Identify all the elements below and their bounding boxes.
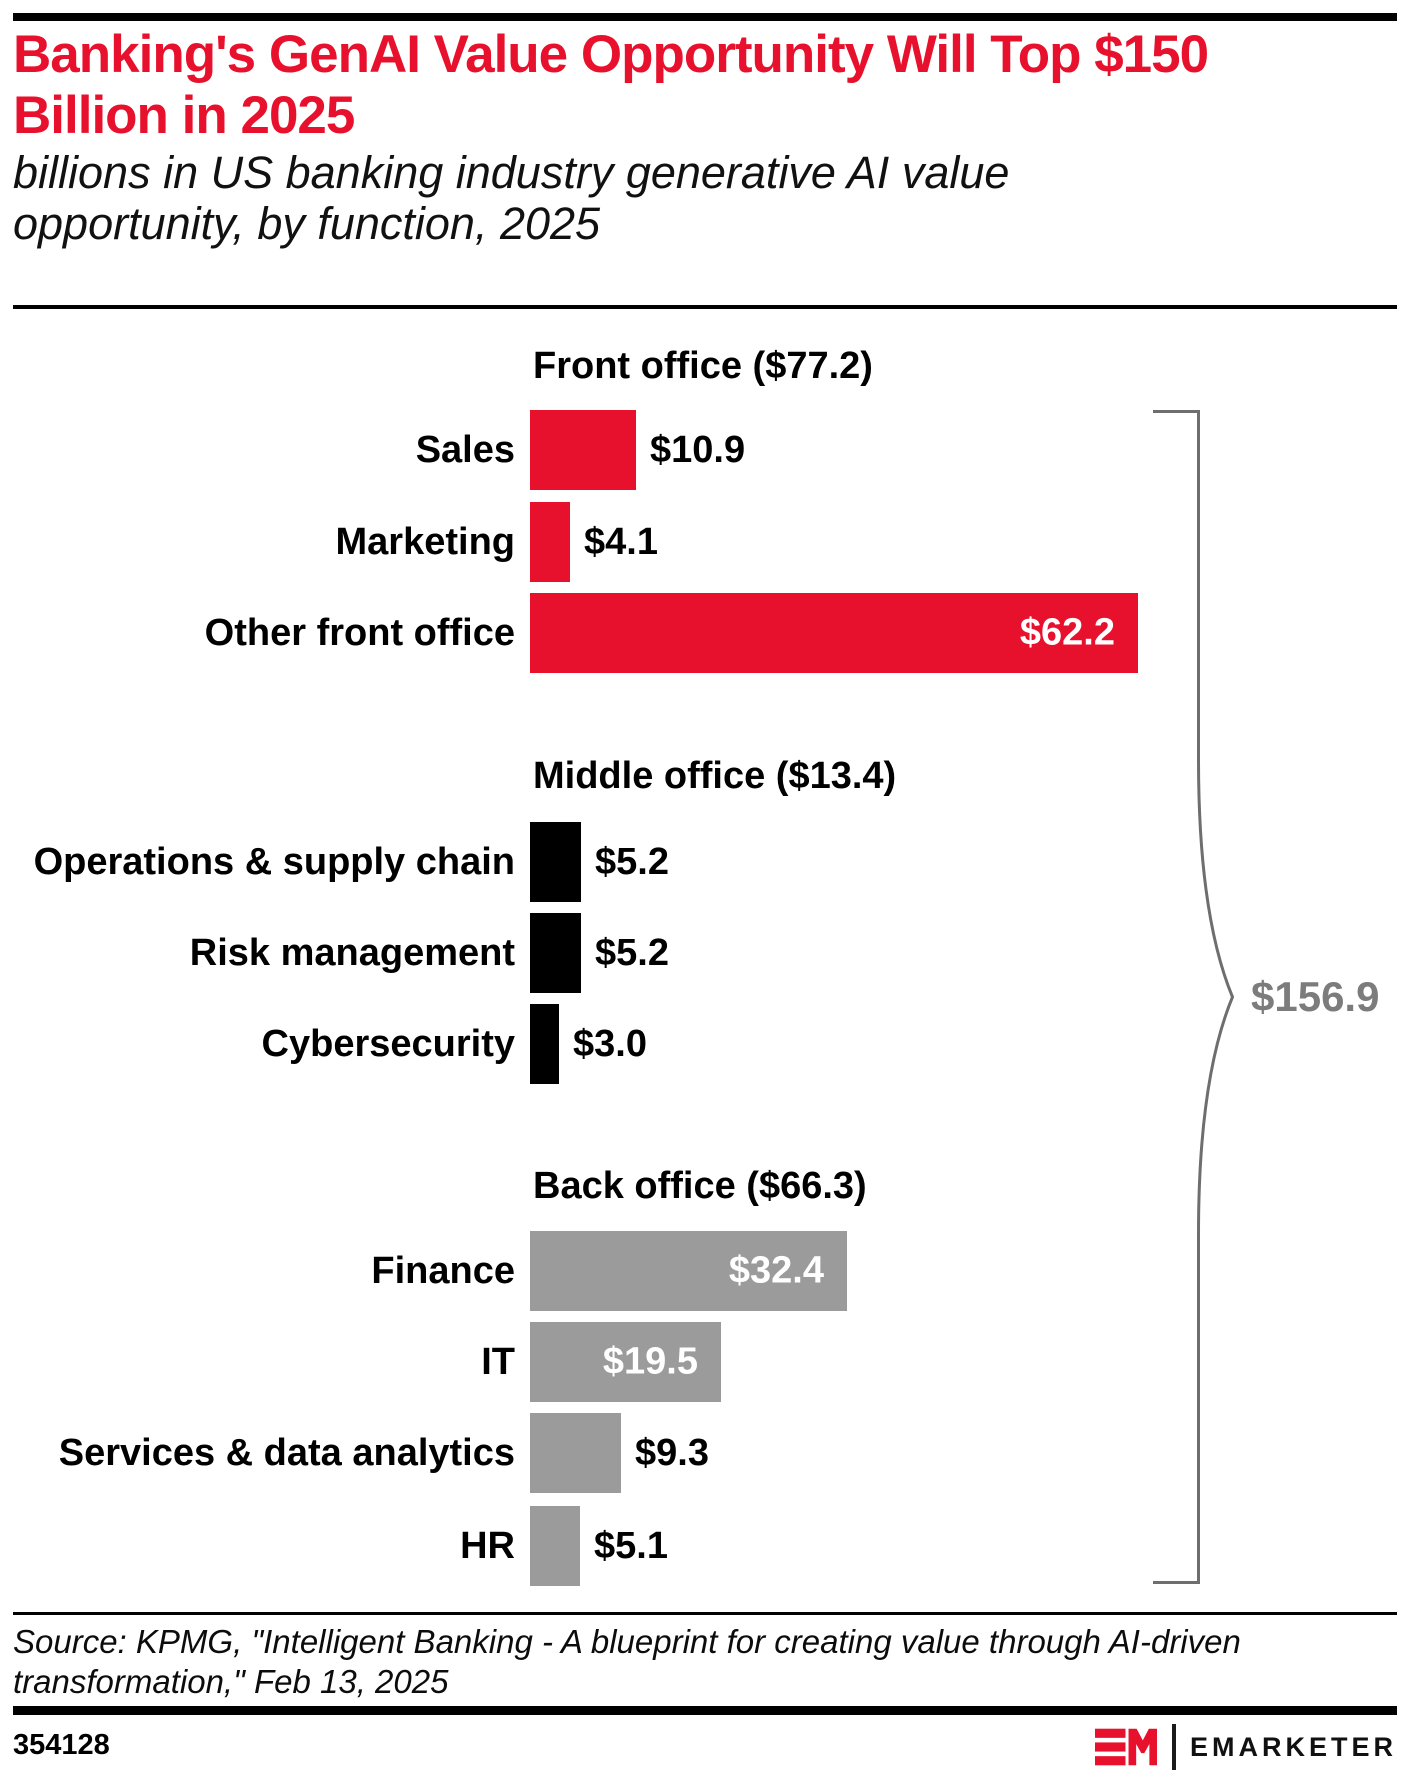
row-services-data-analytics: Services & data analytics $9.3 [0,1413,709,1493]
footer-divider-rule [13,1612,1397,1615]
category-label: Operations & supply chain [33,840,515,883]
value-label: $10.9 [650,428,746,471]
value-label: $9.3 [635,1431,709,1474]
value-label-inside: $19.5 [602,1340,698,1383]
sales-bar [530,410,636,490]
top-rule [13,13,1397,21]
cybersecurity-bar [530,1004,559,1084]
chart-title-line-2: Billion in 2025 [13,86,355,145]
value-label-inside: $32.4 [728,1249,824,1292]
services-data-analytics-bar [530,1413,621,1493]
value-label: $3.0 [573,1022,647,1065]
category-label: HR [460,1524,515,1567]
group-header-middle-office: Middle office ($13.4) [533,755,897,797]
row-risk-management: Risk management $5.2 [0,913,669,993]
row-it: IT $19.5 [0,1322,721,1402]
it-bar: $19.5 [530,1322,721,1402]
operations-supply-chain-bar [530,822,581,902]
group-header-back-office: Back office ($66.3) [533,1165,867,1207]
row-hr: HR $5.1 [0,1506,668,1586]
source-note: Source: KPMG, "Intelligent Banking - A b… [13,1622,1241,1702]
risk-management-bar [530,913,581,993]
chart-title-line-1: Banking's GenAI Value Opportunity Will T… [13,25,1209,84]
source-line-2: transformation," Feb 13, 2025 [13,1663,449,1700]
header-divider-rule [13,305,1397,309]
group-header-front-office: Front office ($77.2) [533,345,873,387]
em-monogram-icon [1094,1728,1157,1766]
source-line-1: Source: KPMG, "Intelligent Banking - A b… [13,1623,1241,1660]
category-label: Sales [415,428,515,471]
row-sales: Sales $10.9 [0,410,745,490]
marketing-bar [530,502,570,582]
row-other-front-office: Other front office $62.2 [0,593,1138,673]
category-label: Other front office [204,611,515,654]
category-label: IT [481,1340,515,1383]
emarketer-wordmark: EMARKETER [1189,1731,1397,1762]
chart-subtitle-line-2: opportunity, by function, 2025 [13,198,601,249]
row-operations-supply-chain: Operations & supply chain $5.2 [0,822,669,902]
other-front-office-bar: $62.2 [530,593,1138,673]
row-cybersecurity: Cybersecurity $3.0 [0,1004,647,1084]
category-label: Finance [371,1249,515,1292]
chart-subtitle: billions in US banking industry generati… [13,147,1009,249]
value-label: $5.2 [595,931,669,974]
chart-id: 354128 [13,1729,110,1761]
value-label: $5.1 [594,1524,668,1567]
chart-subtitle-line-1: billions in US banking industry generati… [13,147,1010,198]
value-label: $5.2 [595,840,669,883]
chart-title: Banking's GenAI Value Opportunity Will T… [13,24,1209,146]
value-label-inside: $62.2 [1019,611,1115,654]
total-brace-path [1153,410,1235,1584]
category-label: Services & data analytics [58,1431,515,1474]
logo-divider [1171,1724,1176,1770]
finance-bar: $32.4 [530,1231,847,1311]
row-finance: Finance $32.4 [0,1231,847,1311]
row-marketing: Marketing $4.1 [0,502,658,582]
bottom-rule [13,1706,1397,1715]
hr-bar [530,1506,580,1586]
category-label: Marketing [335,520,515,563]
value-label: $4.1 [584,520,658,563]
total-value-label: $156.9 [1251,973,1380,1020]
category-label: Cybersecurity [261,1022,515,1065]
category-label: Risk management [189,931,515,974]
emarketer-logo: EMARKETER [1094,1724,1397,1770]
